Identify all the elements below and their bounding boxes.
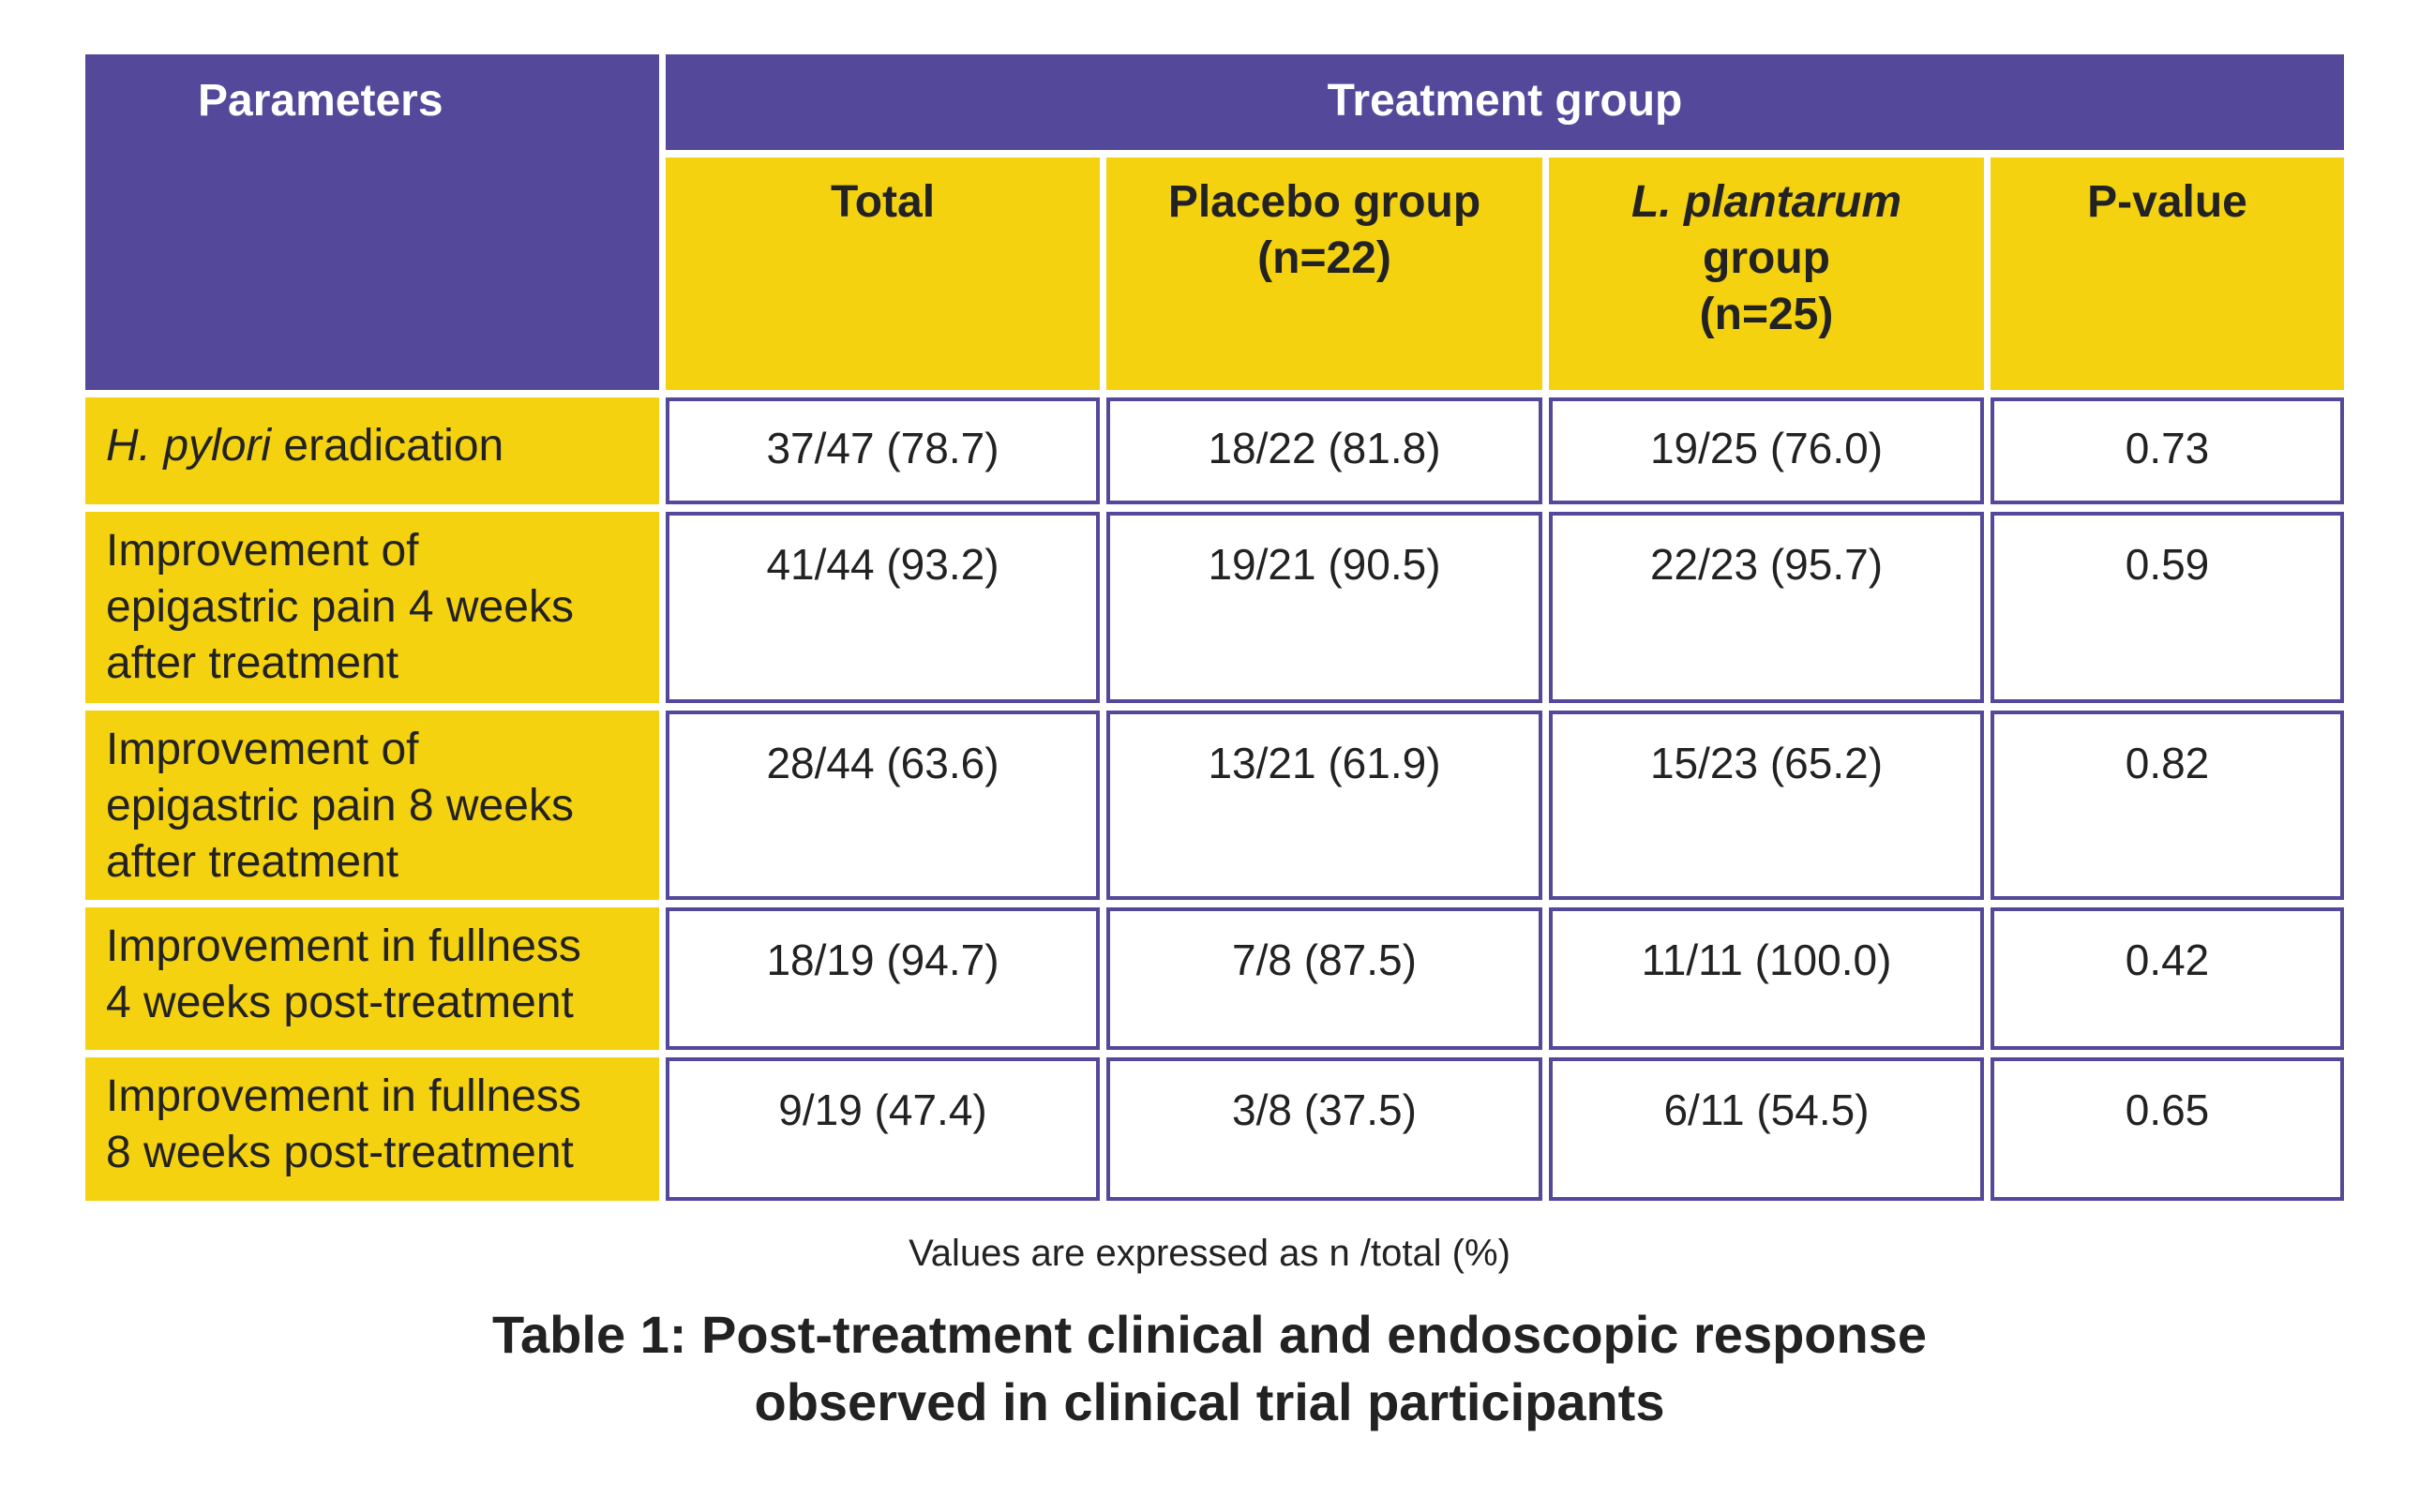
label-line: epigastric pain 4 weeks — [106, 582, 574, 632]
label-line: Improvement in fullness — [106, 1071, 581, 1121]
value-cell: 0.59 — [1991, 512, 2344, 703]
value-cell: 0.82 — [1991, 711, 2344, 900]
row-label: H. pylori eradication — [85, 397, 659, 504]
value-cell: 6/11 (54.5) — [1549, 1057, 1984, 1201]
row-label: Improvement of epigastric pain 8 weeks aft… — [85, 711, 659, 900]
row-label: Improvement in fullness 8 weeks post-trea… — [85, 1057, 659, 1201]
header-text: Parameters — [198, 76, 443, 126]
value-cell: 18/22 (81.8) — [1106, 397, 1542, 504]
row-label: Improvement in fullness 4 weeks post-trea… — [85, 907, 659, 1050]
value-cell: 22/23 (95.7) — [1549, 512, 1984, 703]
row-label: Improvement of epigastric pain 4 weeks aft… — [85, 512, 659, 703]
label-line: Improvement of — [106, 725, 419, 774]
label-line: Improvement in fullness — [106, 921, 581, 971]
header-line: (n=22) — [1257, 233, 1391, 283]
value-cell: 9/19 (47.4) — [666, 1057, 1100, 1201]
value-cell: 0.65 — [1991, 1057, 2344, 1201]
value-cell: 37/47 (78.7) — [666, 397, 1100, 504]
value-cell: 3/8 (37.5) — [1106, 1057, 1542, 1201]
header-line: P-value — [2087, 177, 2247, 227]
label-text: eradication — [283, 421, 504, 471]
value-cell: 19/21 (90.5) — [1106, 512, 1542, 703]
header-line: L. plantarum — [1630, 177, 1902, 227]
column-header: P-value — [1991, 157, 2344, 390]
header-line: Placebo group — [1167, 177, 1481, 227]
value-cell: 19/25 (76.0) — [1549, 397, 1984, 504]
header-line: (n=25) — [1699, 290, 1834, 339]
value-cell: 13/21 (61.9) — [1106, 711, 1542, 900]
caption-line: observed in clinical trial participants — [754, 1372, 1665, 1431]
value-cell: 0.42 — [1991, 907, 2344, 1050]
label-line: 8 weeks post-treatment — [106, 1128, 574, 1177]
header-line: Total — [830, 177, 936, 227]
header-text: Treatment group — [1327, 76, 1683, 126]
parameters-header: Parameters — [85, 54, 659, 390]
column-header: L. plantarum group (n=25) — [1549, 157, 1984, 390]
value-cell: 28/44 (63.6) — [666, 711, 1100, 900]
label-line: Improvement of — [106, 526, 419, 576]
label-line: epigastric pain 8 weeks — [106, 781, 574, 831]
footnote: Values are expressed as n /total (%) — [909, 1233, 1510, 1274]
caption-line: Table 1: Post-treatment clinical and end… — [491, 1305, 1928, 1364]
value-cell: 18/19 (94.7) — [666, 907, 1100, 1050]
label-line: after treatment — [106, 837, 399, 887]
column-header: Placebo group (n=22) — [1106, 157, 1542, 390]
label-line: 4 weeks post-treatment — [106, 978, 574, 1027]
header-line: group — [1703, 233, 1830, 283]
value-cell: 11/11 (100.0) — [1549, 907, 1984, 1050]
treatment-group-header: Treatment group — [666, 54, 2344, 150]
value-cell: 7/8 (87.5) — [1106, 907, 1542, 1050]
label-italic: H. pylori — [106, 421, 272, 471]
caption: Table 1: Post-treatment clinical and end… — [0, 1301, 2419, 1436]
table: Parameters Treatment group Total Placebo … — [85, 54, 2344, 1201]
value-cell: 41/44 (93.2) — [666, 512, 1100, 703]
label-line: after treatment — [106, 638, 399, 688]
value-cell: 0.73 — [1991, 397, 2344, 504]
column-header: Total — [666, 157, 1100, 390]
value-cell: 15/23 (65.2) — [1549, 711, 1984, 900]
